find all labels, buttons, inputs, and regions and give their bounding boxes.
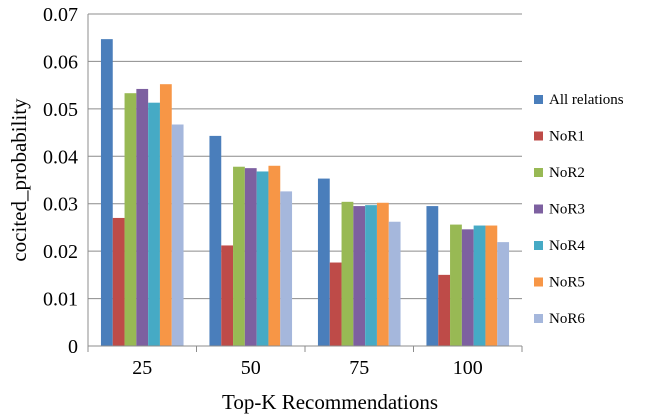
y-tick-label: 0.02	[43, 241, 78, 263]
x-axis-title: Top-K Recommendations	[222, 390, 438, 414]
bar-nor5-50	[268, 165, 281, 346]
bar-all-relations-100	[426, 206, 439, 346]
y-tick-labels: 0 0.01 0.02 0.03 0.04 0.05 0.06 0.07	[43, 4, 78, 358]
legend-swatch	[534, 241, 543, 250]
bar-nor3-75	[353, 206, 366, 346]
legend-label: All relations	[549, 92, 624, 108]
legend-label: NoR6	[549, 311, 585, 327]
legend-label: NoR1	[549, 129, 585, 145]
y-tick-label: 0.01	[43, 289, 78, 311]
legend-label: NoR2	[549, 165, 585, 181]
legend-swatch	[534, 131, 543, 141]
bar-nor4-50	[256, 171, 269, 346]
legend-swatch	[534, 204, 543, 214]
bar-nor5-75	[376, 202, 389, 346]
x-tick-label: 25	[132, 357, 152, 379]
bar-nor3-50	[244, 168, 257, 346]
y-tick-label: 0	[68, 336, 78, 358]
bar-nor1-75	[329, 262, 342, 346]
bar-nor6-50	[280, 191, 293, 346]
legend-label: NoR3	[549, 202, 585, 218]
legend-label: NoR4	[549, 238, 585, 254]
bar-nor2-50	[233, 166, 245, 346]
y-tick-label: 0.05	[43, 99, 78, 121]
bar-nor3-100	[461, 229, 474, 346]
legend-swatch	[534, 314, 543, 323]
legend-swatch	[534, 168, 543, 177]
bar-nor1-25	[112, 217, 125, 346]
bar-nor6-100	[497, 242, 510, 346]
bar-all-relations-50	[209, 135, 222, 346]
y-tick-label: 0.06	[43, 51, 78, 73]
legend-label: NoR5	[549, 275, 585, 291]
bar-nor1-50	[221, 245, 234, 346]
x-tick-labels: 25 50 75 100	[132, 357, 483, 379]
legend-swatch	[534, 95, 543, 104]
x-tick-label: 100	[453, 357, 483, 379]
bar-nor2-100	[450, 224, 462, 346]
bar-nor4-75	[365, 205, 377, 346]
y-tick-label: 0.07	[43, 4, 78, 26]
legend: All relations NoR1 NoR2 NoR3 NoR4 NoR5 NoR6	[534, 92, 624, 327]
bar-nor5-100	[485, 225, 498, 346]
bar-all-relations-75	[317, 178, 330, 346]
bar-nor6-75	[388, 221, 401, 346]
bar-nor5-25	[159, 84, 172, 347]
bar-all-relations-25	[100, 39, 113, 346]
bar-nor2-75	[341, 201, 354, 346]
bar-nor4-100	[473, 225, 486, 346]
axes	[87, 14, 523, 352]
x-tick-label: 75	[349, 357, 369, 379]
bar-nor3-25	[136, 88, 149, 347]
y-tick-label: 0.03	[43, 194, 78, 216]
bar-nor6-25	[171, 124, 184, 346]
legend-swatch	[534, 277, 543, 287]
x-tick-label: 50	[241, 357, 261, 379]
bar-nor4-25	[148, 102, 160, 346]
y-axis-title: cocited_probability	[7, 98, 31, 262]
bars	[100, 39, 510, 347]
y-tick-label: 0.04	[43, 146, 78, 168]
bar-nor2-25	[124, 93, 137, 346]
bar-nor1-100	[438, 274, 451, 346]
